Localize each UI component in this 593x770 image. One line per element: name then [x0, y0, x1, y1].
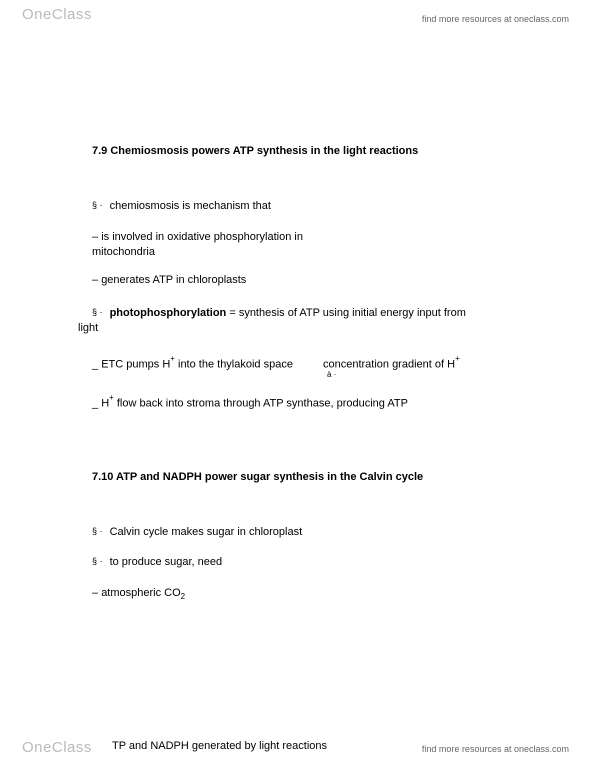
bullet-marker: § ·: [92, 525, 103, 537]
co2-a: atmospheric CO: [101, 587, 180, 599]
bullet-text: chemiosmosis is mechanism that: [110, 200, 271, 212]
footer-resources-link[interactable]: find more resources at oneclass.com: [422, 744, 569, 754]
bullet-marker: § ·: [92, 555, 103, 567]
bullet-marker: § ·: [92, 199, 103, 211]
subitem-oxidative: – is involved in oxidative phosphorylati…: [92, 230, 565, 260]
bullet-calvin: § · Calvin cycle makes sugar in chloropl…: [92, 525, 565, 540]
hflow-b: flow back into stroma through ATP syntha…: [114, 398, 408, 410]
subitem-generates-atp: – generates ATP in chloroplasts: [92, 273, 565, 288]
logo-rest: neClass: [34, 6, 92, 23]
logo-o: O: [22, 6, 34, 23]
section-title-7-10: 7.10 ATP and NADPH power sugar synthesis…: [92, 470, 565, 485]
dash-marker: –: [92, 274, 98, 286]
subitem-h-flow: _ H+ flow back into stroma through ATP s…: [92, 395, 565, 412]
footer-cut-text: TP and NADPH generated by light reaction…: [112, 740, 327, 752]
etc-c: concentration gradient of H: [323, 359, 455, 371]
etc-b: into the thylakoid space: [175, 359, 293, 371]
arrow-marker: à ·: [327, 370, 565, 381]
section-title-7-9: 7.9 Chemiosmosis powers ATP synthesis in…: [92, 144, 565, 159]
hflow-a: H: [101, 398, 109, 410]
h-plus-sup: +: [109, 393, 114, 402]
bullet-marker: § ·: [92, 306, 103, 318]
bullet-br: light: [78, 321, 565, 336]
footer-logo: OneClass: [22, 739, 92, 756]
sub-text-br: mitochondria: [92, 245, 565, 260]
header-resources-link[interactable]: find more resources at oneclass.com: [422, 14, 569, 24]
bullet-produce-sugar: § · to produce sugar, need: [92, 555, 565, 570]
bullet-rest: = synthesis of ATP using initial energy …: [226, 307, 466, 319]
bullet-text: to produce sugar, need: [110, 556, 223, 568]
bullet-photophosphorylation: § · photophosphorylation = synthesis of …: [92, 306, 565, 336]
underscore-marker: _: [92, 359, 98, 371]
etc-a: ETC pumps H: [101, 359, 170, 371]
co2-sub: 2: [181, 592, 185, 601]
bullet-text: Calvin cycle makes sugar in chloroplast: [110, 526, 303, 538]
header-logo: OneClass: [22, 6, 92, 23]
logo-rest: neClass: [34, 739, 92, 756]
subitem-co2: – atmospheric CO2: [92, 586, 565, 603]
section-7-10: 7.10 ATP and NADPH power sugar synthesis…: [92, 470, 565, 604]
bullet-chemiosmosis: § · chemiosmosis is mechanism that: [92, 199, 565, 214]
h-plus-sup: +: [455, 354, 460, 363]
dash-marker: –: [92, 231, 98, 243]
h-plus-sup: +: [170, 354, 175, 363]
main-content: 7.9 Chemiosmosis powers ATP synthesis in…: [92, 144, 565, 617]
dash-marker: –: [92, 587, 98, 599]
logo-o: O: [22, 739, 34, 756]
sub-text-b: generates ATP in chloroplasts: [101, 274, 246, 286]
bold-term: photophosphorylation: [110, 307, 227, 319]
sub-text-a: is involved in oxidative phosphorylation…: [101, 231, 303, 243]
underscore-marker: _: [92, 398, 98, 410]
subitem-etc-pumps: _ ETC pumps H+ into the thylakoid spacec…: [92, 356, 565, 381]
